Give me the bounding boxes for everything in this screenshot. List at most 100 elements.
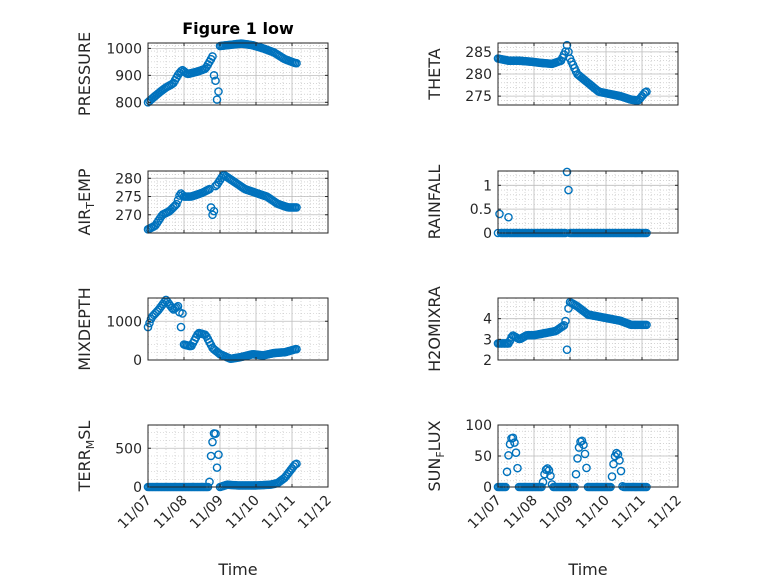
y-tick-label: 100 [465, 418, 492, 434]
y-tick-label: 50 [474, 449, 492, 465]
theta-point [642, 87, 651, 97]
sun_flux-point [502, 467, 512, 477]
y-tick-label: 500 [115, 441, 142, 457]
sun_flux-point [615, 456, 624, 465]
sun_flux-point [577, 436, 587, 446]
sun_flux-point [510, 438, 519, 447]
mixdepth-point [173, 301, 183, 311]
sun_flux-point [579, 440, 588, 450]
pressure-point [214, 87, 223, 96]
pressure-point [212, 95, 222, 104]
pressure-point [211, 76, 220, 86]
sun_flux-point [580, 449, 590, 459]
ylabel-rest: EMP [75, 168, 94, 202]
mixdepth-ylabel: MIXDEPTH [75, 287, 94, 370]
y-tick-label: 0.5 [470, 202, 492, 218]
mixdepth-point [178, 309, 187, 318]
sun_flux-point [573, 454, 582, 463]
sun_flux-point [574, 443, 584, 452]
rainfall-point [495, 209, 504, 219]
y-tick-label: 280 [115, 171, 142, 187]
pressure-axes: 800 900 1000 PRESSURE Figure 1 low [75, 19, 329, 116]
terr_msl-point [208, 437, 217, 447]
ylabel-rest: LUX [425, 420, 444, 451]
sun_flux-point [571, 469, 581, 479]
y-tick-label: 2 [483, 353, 492, 369]
y-tick-label: 3 [483, 332, 492, 348]
sun_flux-point [543, 464, 552, 473]
terr_msl-ylabel: TERRMSL [75, 421, 97, 493]
h2omixra-point [562, 345, 572, 354]
terr_msl-xlabel: Time [217, 560, 257, 579]
air_temp-point [209, 206, 219, 216]
ylabel-base: AIR [75, 209, 94, 236]
ylabel-rest: SL [75, 421, 94, 440]
y-tick-label: 275 [115, 190, 142, 206]
h2omixra-ylabel: H2OMIXRA [425, 286, 444, 372]
theta-ylabel: THETA [425, 48, 444, 100]
y-tick-label: 800 [115, 95, 142, 111]
sun_flux-point [513, 463, 522, 473]
h2omixra-point [561, 316, 570, 326]
ylabel-subscript: F [434, 451, 447, 457]
y-tick-label: 285 [465, 45, 492, 61]
sun_flux-point [582, 463, 591, 473]
sun_flux-point [544, 466, 554, 475]
sun_flux-xlabel: Time [567, 560, 607, 579]
pressure-point [208, 52, 217, 61]
air_temp-point [292, 203, 301, 212]
sun_flux-ylabel: SUNFLUX [425, 420, 447, 491]
ylabel-base: SUN [425, 458, 444, 492]
terr_msl-point [292, 459, 301, 469]
y-tick-label: 0 [483, 226, 492, 242]
mixdepth-point [167, 303, 177, 313]
air_temp-axes: 270 275 280 AIRTEMP [75, 168, 329, 236]
sun_flux-point [504, 451, 513, 460]
sun_flux-point [511, 448, 521, 458]
figure-title: Figure 1 low [182, 19, 294, 38]
ylabel-subscript: T [84, 202, 97, 210]
terr_msl-point [205, 477, 214, 487]
mixdepth-point [292, 344, 301, 354]
air_temp-point [172, 199, 181, 209]
sun_flux-point [616, 466, 626, 476]
mixdepth-axes: 0 1000 MIXDEPTH [75, 287, 329, 371]
h2omixra-point [559, 320, 569, 330]
air_temp-point [173, 195, 183, 205]
pressure-point [292, 58, 301, 68]
mixdepth-point [176, 322, 186, 332]
terr_msl-point [211, 429, 220, 439]
y-tick-label: 270 [115, 208, 142, 224]
sun_flux-point [612, 448, 621, 458]
y-tick-label: 4 [483, 312, 492, 328]
sun_flux-point [538, 477, 548, 487]
mixdepth-axes-box [147, 297, 329, 361]
terr_msl-point [214, 450, 223, 459]
ylabel-base: TERR [75, 449, 94, 492]
sun_flux-point [607, 472, 617, 481]
air_temp-axes-box [147, 170, 329, 234]
rainfall-axes-box [497, 170, 679, 234]
pressure-axes-box [147, 42, 329, 106]
terr_msl-point [212, 463, 222, 472]
rainfall-point [504, 212, 513, 222]
rainfall-ylabel: RAINFALL [425, 165, 444, 240]
rainfall-point [564, 185, 573, 195]
sun_flux-point [613, 450, 623, 459]
terr_msl-axes-box [147, 424, 329, 488]
y-tick-label: 0 [133, 480, 142, 496]
y-tick-label: 280 [465, 67, 492, 83]
h2omixra-axes: 2 3 4 H2OMIXRA [425, 286, 679, 372]
y-tick-label: 0 [133, 353, 142, 369]
sun_flux-point [546, 471, 555, 481]
air_temp-ylabel: AIRTEMP [75, 168, 97, 235]
y-tick-label: 0 [483, 480, 492, 496]
pressure-ylabel: PRESSURE [75, 32, 94, 116]
y-tick-label: 1000 [106, 314, 142, 330]
y-tick-label: 1 [483, 178, 492, 194]
rainfall-axes: 0 0.5 1 RAINFALL [425, 165, 679, 242]
y-tick-label: 900 [115, 68, 142, 84]
y-tick-label: 1000 [106, 41, 142, 57]
